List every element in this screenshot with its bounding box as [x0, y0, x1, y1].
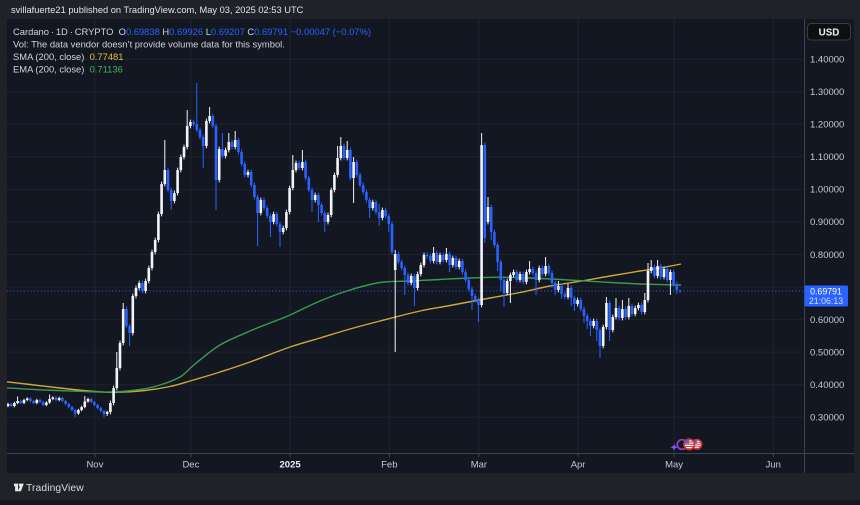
svg-text:1.20000: 1.20000 [810, 120, 844, 131]
svg-text:Cardano · 1D · CRYPTO O0.6983: Cardano · 1D · CRYPTO O0.69838 H0.69926 … [13, 26, 371, 37]
svg-text:svillafuerte21 published on Tr: svillafuerte21 published on TradingView.… [11, 5, 304, 15]
svg-text:2025: 2025 [280, 460, 302, 471]
svg-text:TradingView: TradingView [26, 483, 84, 494]
svg-text:0.40000: 0.40000 [810, 380, 844, 391]
svg-text:Nov: Nov [86, 460, 103, 471]
svg-text:1.40000: 1.40000 [810, 55, 844, 66]
svg-text:USD: USD [819, 27, 840, 38]
svg-text:0.80000: 0.80000 [810, 250, 844, 261]
svg-text:21:06:13: 21:06:13 [809, 296, 843, 306]
svg-text:1.10000: 1.10000 [810, 152, 844, 163]
svg-text:0.90000: 0.90000 [810, 217, 844, 228]
svg-text:0.60000: 0.60000 [810, 315, 844, 326]
svg-text:SMA (200, close) 0.77481: SMA (200, close) 0.77481 [13, 51, 123, 62]
svg-text:1.30000: 1.30000 [810, 87, 844, 98]
svg-text:Apr: Apr [571, 460, 586, 471]
svg-text:0.30000: 0.30000 [810, 413, 844, 424]
svg-text:0.69791: 0.69791 [810, 287, 842, 297]
svg-text:Jun: Jun [766, 460, 781, 471]
svg-text:Dec: Dec [182, 460, 199, 471]
svg-text:Vol: The data vendor doesn’t p: Vol: The data vendor doesn’t provide vol… [13, 38, 285, 49]
svg-text:Feb: Feb [381, 460, 397, 471]
svg-text:1.00000: 1.00000 [810, 185, 844, 196]
svg-text:EMA (200, close) 0.71136: EMA (200, close) 0.71136 [13, 63, 123, 74]
svg-text:0.50000: 0.50000 [810, 347, 844, 358]
svg-text:May: May [665, 460, 683, 471]
svg-text:Mar: Mar [471, 460, 487, 471]
